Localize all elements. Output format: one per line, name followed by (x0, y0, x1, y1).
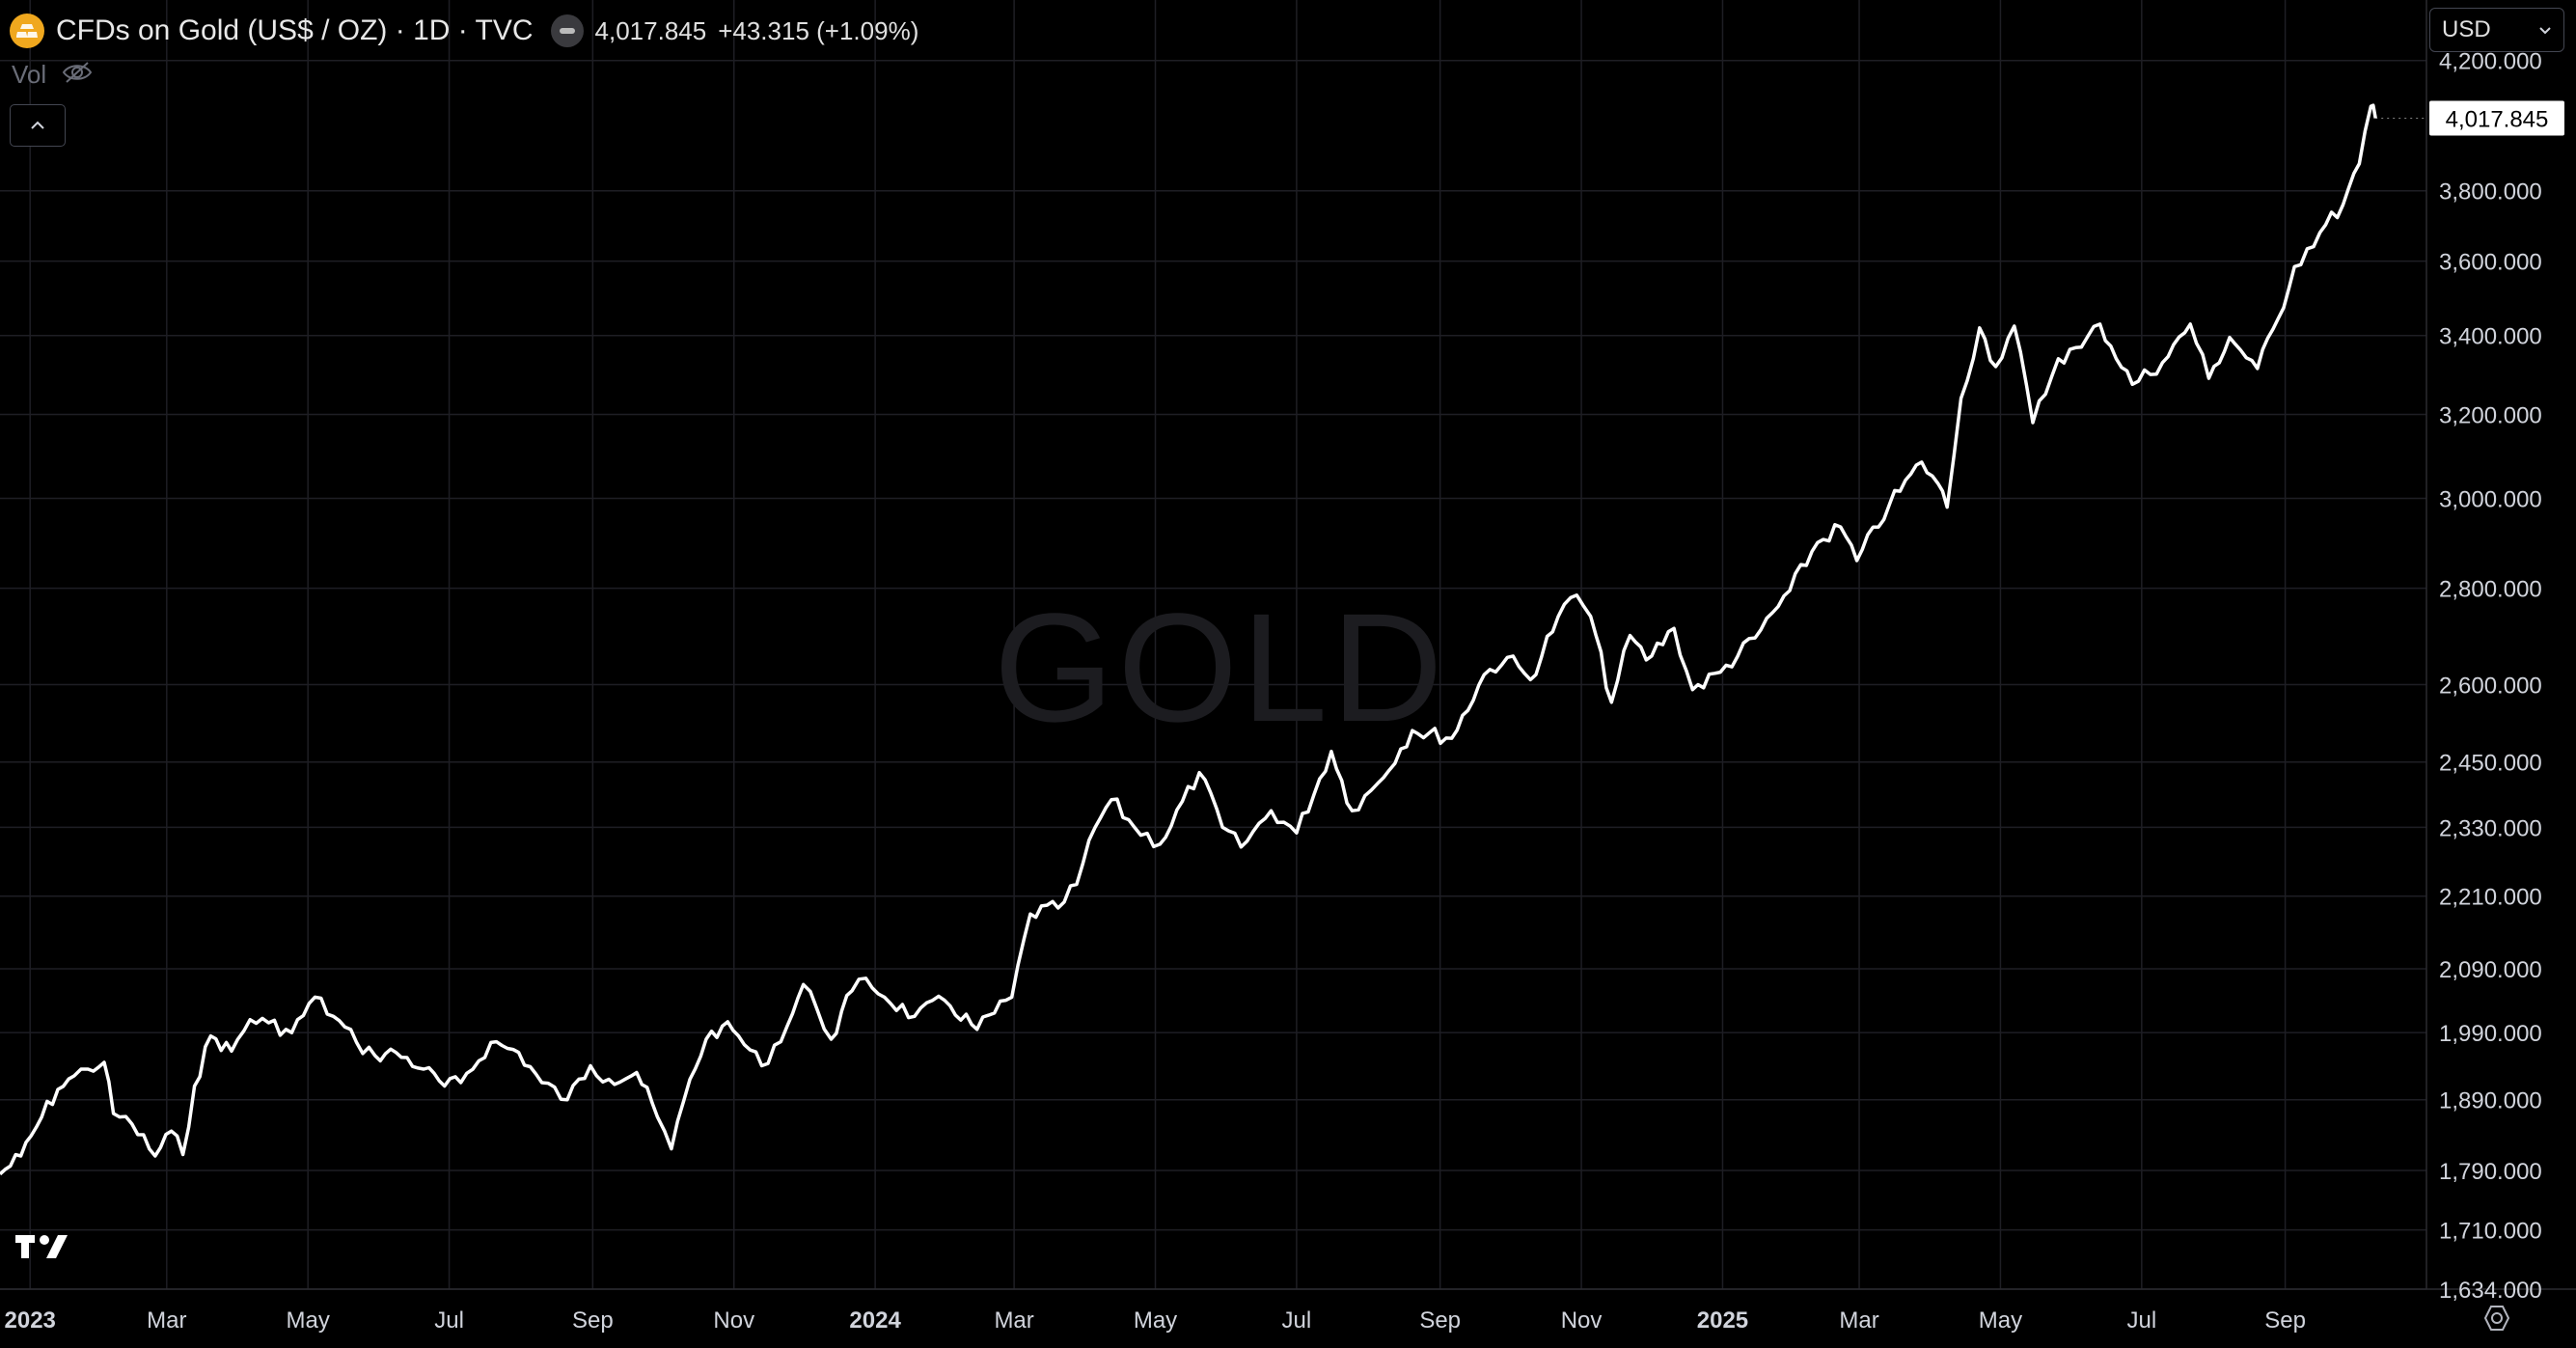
x-tick-label: Mar (147, 1307, 186, 1334)
y-tick-label: 4,200.000 (2439, 49, 2542, 75)
y-tick-label: 2,210.000 (2439, 885, 2542, 911)
y-tick-label: 2,090.000 (2439, 957, 2542, 983)
x-tick-label: Jul (434, 1307, 464, 1334)
x-tick-label: May (1134, 1307, 1177, 1334)
volume-label: Vol (12, 60, 47, 89)
x-tick-label: May (1979, 1307, 2022, 1334)
x-tick-label: May (287, 1307, 330, 1334)
y-tick-label: 2,330.000 (2439, 815, 2542, 841)
y-tick-label: 3,200.000 (2439, 403, 2542, 429)
x-tick-label: Nov (713, 1307, 754, 1334)
y-tick-label: 1,634.000 (2439, 1278, 2542, 1304)
market-status-icon[interactable] (550, 14, 584, 47)
x-tick-label: Jul (2126, 1307, 2156, 1334)
last-price: 4,017.845 (594, 15, 707, 45)
symbol-title[interactable]: CFDs on Gold (US$ / OZ) · 1D · TVC (56, 14, 534, 46)
price-series-line (0, 103, 2377, 1176)
x-tick-label: Nov (1561, 1307, 1603, 1334)
y-tick-label: 3,800.000 (2439, 179, 2542, 206)
tradingview-logo-icon[interactable] (15, 1231, 75, 1267)
x-tick-label: 2025 (1697, 1307, 1748, 1334)
y-tick-label: 3,600.000 (2439, 250, 2542, 276)
price-line-layer (0, 103, 2426, 1176)
x-tick-label: Jul (1282, 1307, 1312, 1334)
y-tick-label: 2,600.000 (2439, 674, 2542, 700)
collapse-legend-button[interactable] (10, 104, 66, 147)
x-tick-label: Sep (572, 1307, 614, 1334)
y-tick-label: 3,000.000 (2439, 487, 2542, 513)
y-tick-label: 1,790.000 (2439, 1159, 2542, 1185)
last-price-box (2429, 100, 2564, 136)
x-tick-label: Mar (994, 1307, 1033, 1334)
grid (0, 0, 2576, 1290)
legend-header: CFDs on Gold (US$ / OZ) · 1D · TVC 4,017… (10, 12, 918, 50)
symbol-watermark: GOLD (994, 581, 1447, 754)
chevron-up-icon (31, 121, 44, 129)
settings-gear-icon[interactable] (2481, 1303, 2512, 1338)
y-tick-label: 1,990.000 (2439, 1021, 2542, 1047)
volume-indicator[interactable]: Vol (12, 60, 93, 90)
y-tick-label: 3,400.000 (2439, 324, 2542, 350)
x-tick-label: Sep (1419, 1307, 1461, 1334)
x-tick-label: Sep (2264, 1307, 2306, 1334)
last-price-label: 4,017.845 (2446, 107, 2549, 133)
chevron-down-icon (2539, 27, 2551, 35)
x-tick-label: Mar (1839, 1307, 1878, 1334)
time-axis[interactable]: 2023 Mar May Jul Sep Nov 2024 Mar May Jul Sep Nov 20… (5, 1307, 2306, 1334)
price-change: +43.315 (+1.09%) (718, 15, 919, 45)
y-tick-label: 2,800.000 (2439, 577, 2542, 603)
y-tick-label: 2,450.000 (2439, 751, 2542, 777)
gold-bars-icon[interactable] (10, 14, 44, 48)
currency-select[interactable]: USD (2429, 8, 2564, 52)
y-tick-label: 1,710.000 (2439, 1219, 2542, 1245)
y-tick-label: 1,890.000 (2439, 1088, 2542, 1114)
x-tick-label: 2023 (5, 1307, 56, 1334)
currency-value: USD (2442, 16, 2491, 42)
x-tick-label: 2024 (849, 1307, 901, 1334)
eye-slash-icon[interactable] (62, 61, 93, 89)
price-axis[interactable]: 4,200.000 3,800.000 3,600.000 3,400.000 3,20… (2429, 49, 2564, 1304)
